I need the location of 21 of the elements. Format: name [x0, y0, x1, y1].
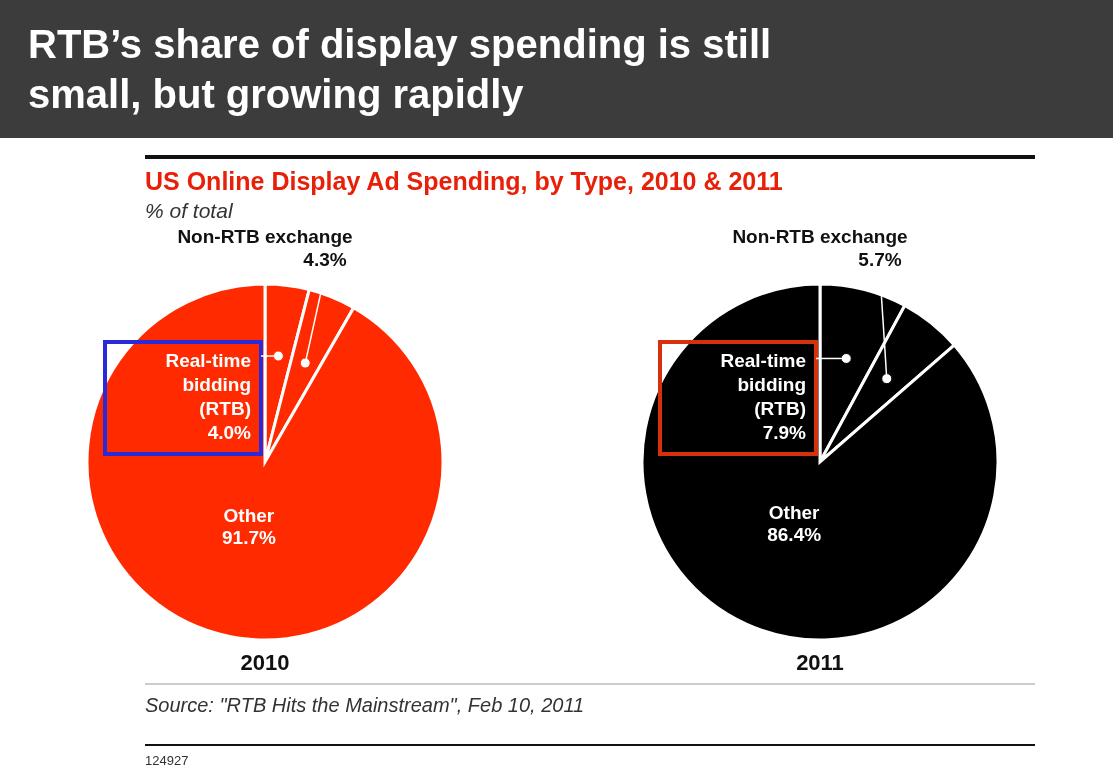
pie-slice: [640, 282, 1000, 642]
legend-label: Real-time bidding (RTB): [720, 350, 806, 419]
slice-label: Other: [223, 505, 275, 527]
data-label: 5.7%: [858, 249, 902, 270]
text: 124927: [145, 753, 189, 768]
data-label: 4.3%: [303, 249, 347, 270]
source-note: Source: "RTB Hits the Mainstream", Feb 10, 2011: [145, 694, 585, 716]
text: 2010: [240, 650, 290, 675]
pie-slice: [85, 282, 445, 642]
chart-title: RTB’s share of display spending is still small, but growing rapidly: [28, 22, 772, 116]
text: % of total: [145, 199, 234, 222]
data-label: 7.9%: [762, 422, 807, 443]
slice-label: Other: [768, 501, 821, 523]
legend-label: Real-time bidding (RTB): [165, 350, 251, 419]
data-label: 4.0%: [207, 422, 252, 443]
data-label: 91.7%: [222, 527, 276, 549]
text: 2011: [796, 650, 844, 675]
chart-subtitle: US Online Display Ad Spending, by Type, 2010 & 2011: [145, 167, 783, 195]
data-label: 86.4%: [767, 523, 822, 545]
slice-label: Non-RTB exchange: [732, 226, 908, 247]
slice-label: Non-RTB exchange: [177, 226, 353, 247]
